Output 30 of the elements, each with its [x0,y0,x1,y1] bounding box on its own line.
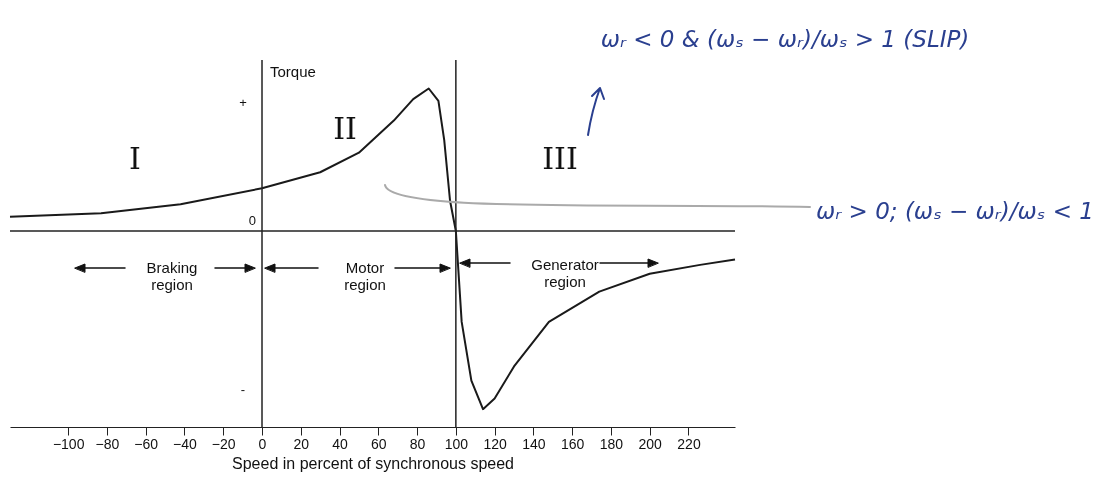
annotation: I [129,141,141,176]
x-tick-label: −60 [134,435,159,452]
x-tick-label: −100 [52,435,85,452]
text: ωᵣ < 0 & (ωₛ − ωᵣ)/ωₛ > 1 (SLIP) [600,26,970,52]
x-tick-label: 160 [560,435,585,452]
x-tick-label: 40 [332,435,349,452]
x-tick-label: 200 [638,435,663,452]
annotation: Generator region [531,256,599,290]
y-axis-title: Torque [270,63,316,80]
x-tick-label: −80 [95,435,120,452]
x-tick-label: −40 [173,435,198,452]
annotation: + [239,95,247,110]
x-tick-label: 100 [444,435,469,452]
text: ωᵣ > 0; (ωₛ − ωᵣ)/ωₛ < 1 [816,198,1094,224]
x-tick-label: 20 [293,435,310,452]
x-axis-title: Speed in percent of synchronous speed [232,454,514,472]
annotation: - [240,382,246,397]
x-tick-label: 60 [371,435,387,452]
x-tick-label: 80 [409,435,426,452]
x-tick-label: −20 [211,435,236,452]
x-tick-label: 0 [258,435,267,452]
x-tick-label: 140 [522,435,546,452]
annotation: Braking region [146,259,198,293]
x-tick-label: 120 [483,435,508,452]
ref-line-label: 0 [248,213,257,229]
annotation: II [333,111,357,146]
annotation: Motor region [344,259,386,293]
x-tick-label: 220 [677,435,701,452]
x-tick-label: 180 [599,435,624,452]
annotation: III [542,141,578,176]
